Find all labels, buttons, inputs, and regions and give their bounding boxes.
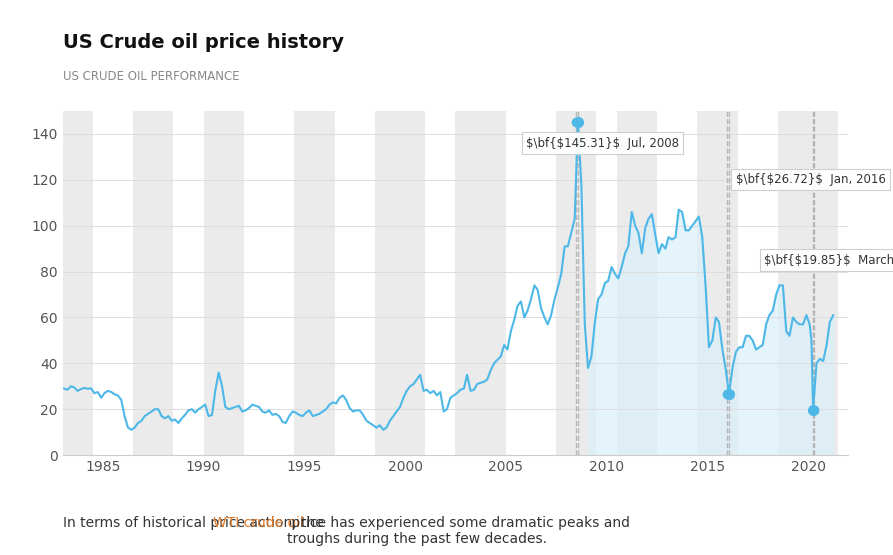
- Text: $\bf{$19.85}$  March 2020: $\bf{$19.85}$ March 2020: [764, 254, 893, 266]
- Bar: [455, 111, 505, 455]
- Bar: [375, 111, 425, 455]
- Text: $\bf{$26.72}$  Jan, 2016: $\bf{$26.72}$ Jan, 2016: [736, 173, 885, 186]
- Text: price has experienced some dramatic peaks and
troughs during the past few decade: price has experienced some dramatic peak…: [287, 516, 630, 546]
- Bar: [697, 111, 738, 455]
- Bar: [556, 111, 597, 455]
- Bar: [204, 111, 244, 455]
- Bar: [617, 111, 657, 455]
- Bar: [294, 111, 335, 455]
- Text: WTI crude oil: WTI crude oil: [213, 516, 304, 530]
- Bar: [778, 111, 839, 455]
- Bar: [133, 111, 173, 455]
- Text: US Crude oil price history: US Crude oil price history: [63, 33, 344, 52]
- Text: US CRUDE OIL PERFORMANCE: US CRUDE OIL PERFORMANCE: [63, 70, 239, 83]
- Bar: [63, 111, 93, 455]
- Text: $\bf{$145.31}$  Jul, 2008: $\bf{$145.31}$ Jul, 2008: [526, 137, 679, 150]
- Text: In terms of historical price action, the: In terms of historical price action, the: [63, 516, 328, 530]
